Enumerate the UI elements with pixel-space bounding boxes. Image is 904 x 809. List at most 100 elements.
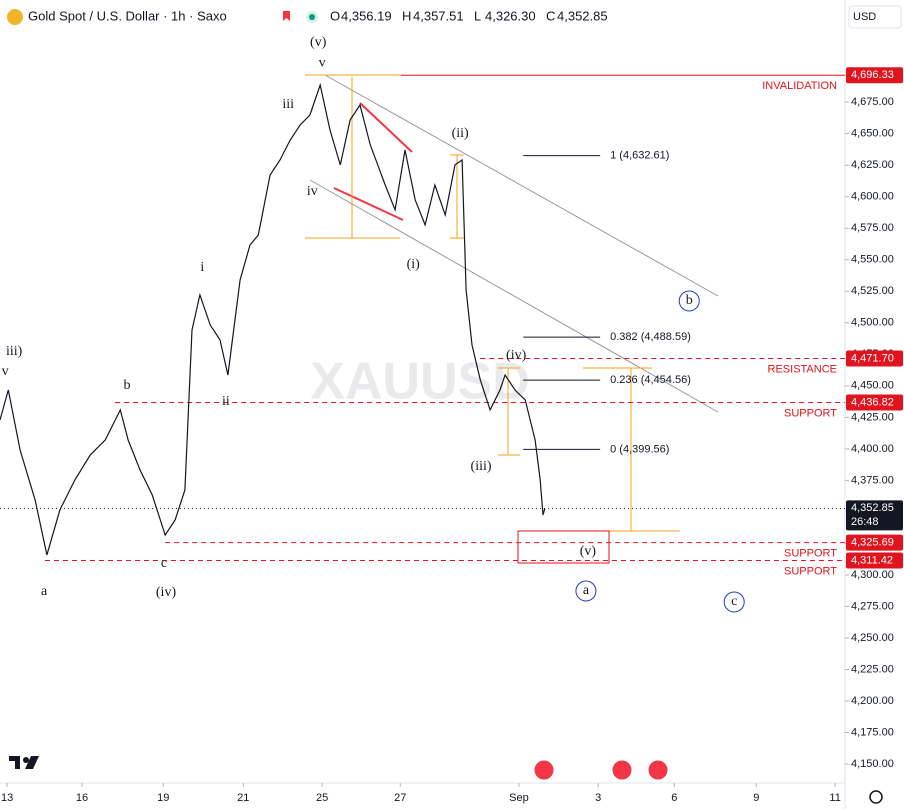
x-tick-label: 6: [671, 792, 677, 804]
x-tick-label: 19: [157, 792, 169, 804]
logo-mark: [9, 756, 39, 769]
wave-label: (v): [310, 35, 327, 50]
x-tick-label: 25: [316, 792, 328, 804]
wave-label: v: [319, 55, 326, 70]
x-tick-label: Sep: [509, 792, 529, 804]
y-tick-label: 4,525.00: [851, 285, 894, 297]
y-tick-label: 4,250.00: [851, 632, 894, 644]
level-label: RESISTANCE: [768, 363, 837, 375]
wave-circle: [723, 591, 745, 613]
currency[interactable]: USD: [853, 11, 876, 23]
price-tag: [846, 534, 903, 551]
fib-label: 0.382 (4,488.59): [610, 331, 691, 343]
y-tick-label: 4,200.00: [851, 695, 894, 707]
price-tag-label: 4,436.82: [851, 396, 894, 408]
x-tick-label: 3: [595, 792, 601, 804]
y-tick-label: 4,225.00: [851, 663, 894, 675]
chart-title: Gold Spot / U.S. Dollar · 1h · Saxo: [28, 8, 227, 23]
countdown: 26:48: [851, 516, 879, 528]
x-tick-label: 16: [76, 792, 88, 804]
wave-label: ii: [222, 394, 230, 409]
wave-label: iii): [6, 344, 23, 359]
wave-label: b: [123, 378, 130, 393]
y-tick-label: 4,600.00: [851, 191, 894, 203]
y-tick-label: 4,400.00: [851, 443, 894, 455]
price-tag: [846, 350, 903, 367]
logo: [9, 756, 39, 769]
wedge-line: [333, 187, 404, 221]
x-tick-label: 11: [829, 792, 840, 804]
header: Gold Spot / U.S. Dollar · 1h · Saxo O 4,3…: [7, 8, 608, 25]
wave-label: (i): [407, 257, 421, 272]
ohlc-key: C: [546, 8, 555, 23]
y-tick-label: 4,650.00: [851, 128, 894, 140]
x-tick-label: 13: [1, 792, 13, 804]
last-price-tag: [846, 500, 903, 531]
event-icon[interactable]: [533, 759, 555, 781]
event-icon[interactable]: [611, 759, 633, 781]
level-label: SUPPORT: [784, 407, 837, 419]
level-label: INVALIDATION: [762, 80, 837, 92]
wave-label: a: [41, 584, 48, 599]
y-tick-label: 4,175.00: [851, 726, 894, 738]
x-tick-label: 9: [753, 792, 759, 804]
ohlc: O 4,356.19 H 4,357.51 L 4,326.30 C 4,352.85: [330, 8, 608, 23]
wave-label: v: [2, 364, 9, 379]
y-tick-label: 4,450.00: [851, 380, 894, 392]
axes: [0, 0, 846, 809]
wave-label: iv: [307, 184, 318, 199]
x-tick-label: 21: [237, 792, 249, 804]
level-label: SUPPORT: [784, 547, 837, 559]
wave-label: c: [161, 556, 167, 571]
currency-box[interactable]: [848, 5, 902, 29]
y-tick-label: 4,275.00: [851, 600, 894, 612]
drawings: [305, 74, 719, 564]
settings-icon[interactable]: [869, 790, 883, 804]
target-box: [517, 530, 610, 564]
y-tick-label: 4,500.00: [851, 317, 894, 329]
wave-label: (iii): [471, 459, 492, 474]
ohlc-value: 4,352.85: [557, 8, 608, 23]
event-icon[interactable]: [647, 759, 669, 781]
y-tick-label: 4,300.00: [851, 569, 894, 581]
watermark: XAUUSD: [310, 353, 530, 411]
price-tag-label: 4,325.69: [851, 536, 894, 548]
y-tick-label: 4,675.00: [851, 96, 894, 108]
price-tag-label: 4,471.70: [851, 352, 894, 364]
flag-icon: [283, 11, 290, 21]
ohlc-value: 4,356.19: [341, 8, 392, 23]
wedge-line: [359, 102, 413, 153]
price-tag: [846, 67, 903, 84]
fib-label: 0.236 (4,454.56): [610, 374, 691, 386]
price-tag-label: 4,696.33: [851, 69, 894, 81]
wave-label: i: [200, 260, 204, 275]
x-tick-label: 27: [394, 792, 406, 804]
y-tick-label: 4,150.00: [851, 758, 894, 770]
wave-label: (iv): [506, 348, 527, 363]
ohlc-key: O: [330, 8, 340, 23]
logo-mark: [23, 757, 29, 763]
status-icon: [309, 14, 315, 20]
price-line: [0, 82, 546, 556]
channel-line: [309, 179, 719, 413]
wave-label: a: [583, 583, 590, 598]
fib-label: 0 (4,399.56): [610, 443, 669, 455]
wave-label: iii: [282, 97, 294, 112]
y-tick-label: 4,625.00: [851, 159, 894, 171]
y-tick-label: 4,375.00: [851, 474, 894, 486]
settings-button[interactable]: [869, 790, 883, 804]
event-icons[interactable]: [533, 759, 669, 781]
currency-button[interactable]: USD: [848, 5, 902, 29]
y-tick-label: 4,425.00: [851, 411, 894, 423]
wave-label: c: [731, 594, 737, 609]
y-tick-label: 4,550.00: [851, 254, 894, 266]
ohlc-value: 4,326.30: [485, 8, 536, 23]
ohlc-value: 4,357.51: [413, 8, 464, 23]
wave-circle: [575, 580, 597, 602]
symbol-icon: [7, 9, 23, 25]
wave-label: (iv): [156, 585, 177, 600]
channel-line: [324, 74, 719, 297]
wave-circle: [678, 290, 700, 312]
